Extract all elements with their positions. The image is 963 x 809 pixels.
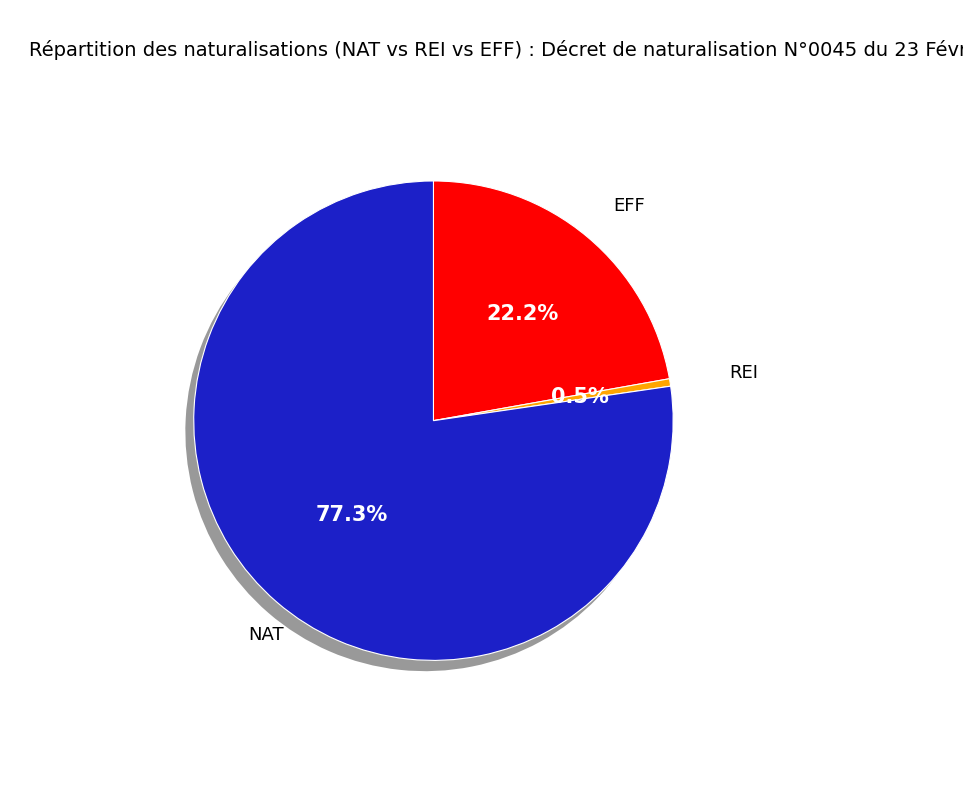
Text: Répartition des naturalisations (NAT vs REI vs EFF) : Décret de naturalisation N: Répartition des naturalisations (NAT vs … <box>29 40 963 61</box>
Wedge shape <box>425 192 661 431</box>
Text: 77.3%: 77.3% <box>316 505 388 525</box>
Wedge shape <box>425 389 663 431</box>
Text: NAT: NAT <box>248 625 284 644</box>
Wedge shape <box>194 181 673 660</box>
Wedge shape <box>185 192 664 671</box>
Text: REI: REI <box>729 364 758 382</box>
Wedge shape <box>433 181 669 421</box>
Text: 0.5%: 0.5% <box>551 387 610 407</box>
Text: 22.2%: 22.2% <box>486 304 559 324</box>
Wedge shape <box>433 379 670 421</box>
Text: EFF: EFF <box>613 197 645 214</box>
